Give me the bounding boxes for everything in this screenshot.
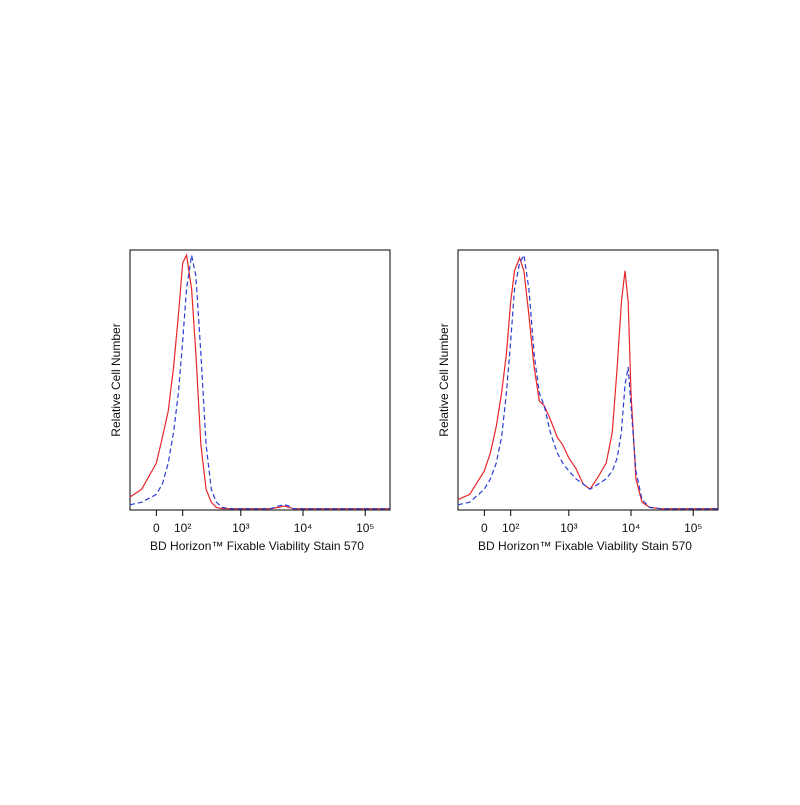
x-tick-label: 0 — [481, 521, 488, 535]
histogram-line — [129, 253, 390, 510]
x-tick-label: 10² — [174, 521, 191, 535]
x-tick-label: 10⁵ — [684, 521, 702, 535]
x-tick-label: 10⁴ — [294, 521, 313, 535]
histogram-line — [457, 256, 718, 510]
y-axis-label: Relative Cell Number — [109, 323, 123, 436]
histogram-line — [129, 255, 390, 510]
x-axis-label: BD Horizon™ Fixable Viability Stain 570 — [150, 539, 364, 553]
plot-frame — [457, 249, 719, 511]
x-tick-label: 10³ — [560, 521, 577, 535]
y-axis-label: Relative Cell Number — [437, 323, 451, 436]
x-axis-label: BD Horizon™ Fixable Viability Stain 570 — [478, 539, 692, 553]
x-tick-label: 10⁵ — [356, 521, 374, 535]
histogram-line — [457, 253, 718, 510]
plot-frame — [129, 249, 391, 511]
x-tick-label: 10² — [502, 521, 519, 535]
x-tick-label: 0 — [153, 521, 160, 535]
x-tick-label: 10³ — [232, 521, 249, 535]
x-tick-label: 10⁴ — [622, 521, 641, 535]
